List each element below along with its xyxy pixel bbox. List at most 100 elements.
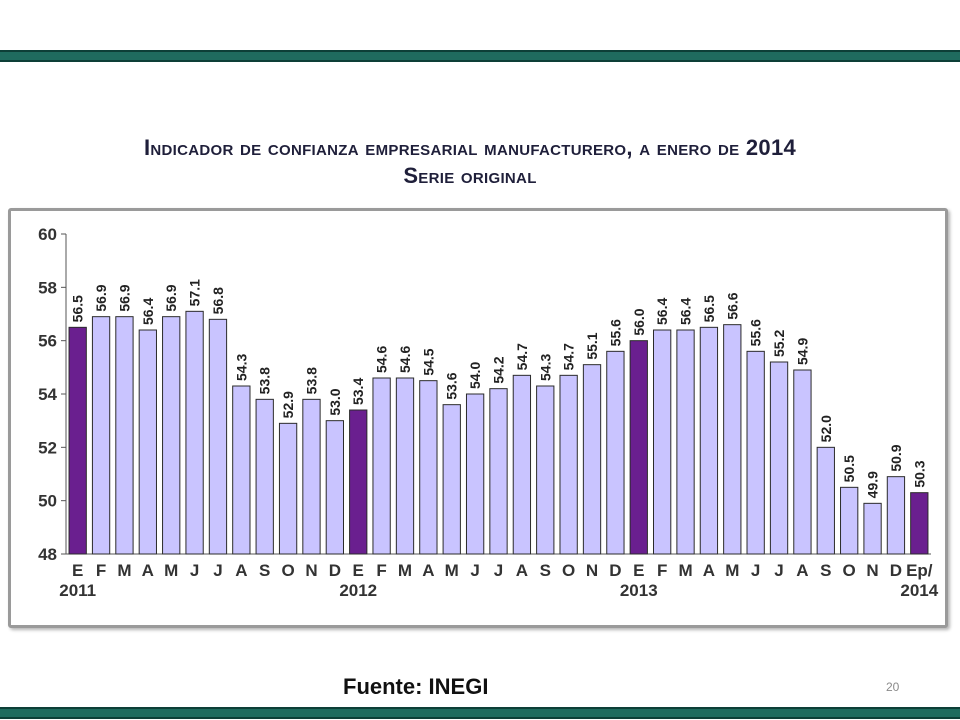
x-tick-label: J [494, 561, 503, 580]
x-tick-label: M [117, 561, 131, 580]
bar [208, 318, 228, 555]
bar [559, 374, 578, 555]
bar [302, 398, 321, 555]
value-label: 54.7 [514, 343, 530, 370]
value-label: 54.0 [467, 362, 483, 389]
bar [278, 422, 298, 555]
x-tick-label: A [703, 561, 715, 580]
value-label: 56.8 [210, 287, 226, 314]
value-label: 50.3 [911, 460, 927, 487]
x-tick-label: F [96, 561, 106, 580]
value-label: 54.3 [233, 354, 249, 381]
x-tick-label: M [164, 561, 178, 580]
x-tick-label: D [329, 561, 341, 580]
slide-number: 20 [886, 680, 900, 694]
year-label: 2014 [900, 581, 938, 600]
x-tick-label: J [190, 561, 199, 580]
chart-subtitle: Serie original [403, 163, 537, 188]
bar [395, 377, 415, 555]
value-label: 53.8 [303, 367, 319, 394]
y-tick-label: 56 [38, 332, 57, 351]
x-tick-label: N [866, 561, 878, 580]
x-tick-label: A [796, 561, 808, 580]
y-tick-label: 52 [38, 438, 57, 457]
value-label: 50.9 [888, 444, 904, 471]
value-label: 53.8 [257, 367, 273, 394]
bar [723, 324, 742, 555]
x-tick-label: E [353, 561, 364, 580]
value-label: 57.1 [187, 279, 203, 306]
bar [746, 350, 765, 555]
value-label: 54.7 [561, 343, 577, 370]
value-label: 54.6 [374, 346, 390, 373]
value-label: 56.4 [654, 298, 670, 325]
x-tick-label: A [142, 561, 154, 580]
value-label: 52.0 [818, 415, 834, 442]
x-tick-label: J [774, 561, 783, 580]
source-note: Fuente: INEGI [343, 674, 489, 699]
value-label: 56.0 [631, 308, 647, 335]
x-tick-label: S [259, 561, 270, 580]
value-label: 55.6 [748, 319, 764, 346]
x-tick-label: F [657, 561, 667, 580]
chart-panel: 48 50 52 54 56 58 60 56.5 E 56.9 F 56.9 M 56.4 A 56.9 M 5… [8, 208, 948, 628]
bar [349, 409, 368, 555]
bar [68, 326, 87, 555]
bar [325, 420, 345, 555]
x-tick-label: D [609, 561, 621, 580]
x-tick-label: N [586, 561, 598, 580]
top-decorative-band [0, 50, 960, 62]
x-tick-label: A [516, 561, 528, 580]
bar [232, 385, 251, 555]
y-tick-label: 54 [38, 385, 57, 404]
x-tick-label: O [281, 561, 294, 580]
bar [910, 492, 929, 555]
value-label: 54.2 [491, 356, 507, 383]
bar [793, 369, 812, 555]
value-label: 56.6 [724, 292, 740, 319]
bar [512, 374, 532, 555]
x-tick-label: E [72, 561, 83, 580]
bar [863, 502, 882, 555]
bar [255, 398, 274, 555]
year-label: 2013 [620, 581, 658, 600]
value-label: 53.4 [350, 378, 366, 405]
x-tick-label: D [890, 561, 902, 580]
y-tick-label: 48 [38, 545, 57, 564]
bar [816, 446, 835, 555]
bar [372, 377, 391, 555]
x-tick-label: J [213, 561, 222, 580]
value-label: 56.9 [116, 284, 132, 311]
bar [185, 310, 204, 555]
bar [419, 380, 438, 555]
value-label: 55.6 [607, 319, 623, 346]
bar [536, 385, 555, 555]
x-tick-label: S [540, 561, 551, 580]
x-tick-label: M [398, 561, 412, 580]
bar [489, 388, 508, 555]
bar [652, 329, 672, 555]
year-label: 2011 [59, 581, 96, 600]
bar [769, 361, 789, 555]
value-label: 56.9 [163, 284, 179, 311]
bar [886, 476, 906, 555]
bar-chart: 48 50 52 54 56 58 60 56.5 E 56.9 F 56.9 M 56.4 A 56.9 M 5… [38, 225, 939, 600]
x-tick-label: N [305, 561, 317, 580]
chart-title: Indicador de confianza empresarial manuf… [143, 135, 797, 160]
value-label: 56.5 [70, 295, 86, 322]
x-tick-label: Ep/ [906, 561, 933, 580]
x-tick-label: A [235, 561, 247, 580]
x-tick-label: E [633, 561, 644, 580]
value-label: 54.3 [537, 354, 553, 381]
y-tick-label: 50 [38, 492, 57, 511]
bar [442, 404, 461, 555]
bar [699, 326, 719, 555]
bar [162, 316, 181, 555]
bar [465, 393, 485, 555]
y-tick-label: 58 [38, 278, 57, 297]
value-label: 53.6 [444, 372, 460, 399]
x-tick-label: M [678, 561, 692, 580]
x-tick-label: O [562, 561, 575, 580]
x-tick-label: M [445, 561, 459, 580]
value-label: 54.9 [794, 338, 810, 365]
